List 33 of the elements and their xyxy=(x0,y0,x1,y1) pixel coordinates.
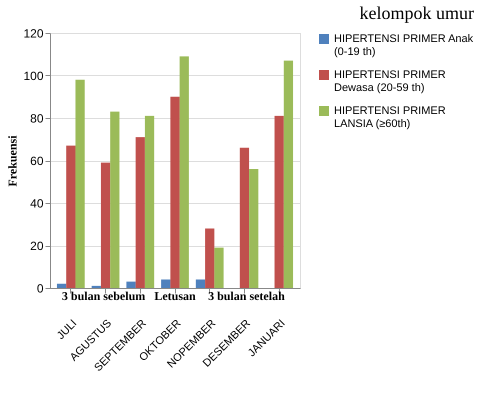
bar xyxy=(240,148,250,288)
bar xyxy=(100,162,110,288)
bar xyxy=(66,146,76,288)
y-tick-label: 100 xyxy=(23,69,44,83)
text: Letusan xyxy=(154,289,196,303)
text: 3 bulan sebelum xyxy=(62,289,146,303)
y-tick-label: 20 xyxy=(30,239,44,253)
legend-label: HIPERTENSI PRIMER Dewasa (20-59 th) xyxy=(334,69,446,94)
y-axis-title: Frekuensi xyxy=(5,134,20,187)
bar xyxy=(170,96,180,288)
bar xyxy=(75,80,85,288)
bar xyxy=(136,137,145,288)
y-tick-label: 80 xyxy=(30,112,44,126)
bar xyxy=(144,116,154,288)
legend-label: HIPERTENSI PRIMER LANSIA (≥60th) xyxy=(334,105,446,130)
text: kelompok umur xyxy=(360,3,474,23)
y-tick-label: 40 xyxy=(30,196,44,210)
bar xyxy=(274,116,284,288)
y-tick-label: 120 xyxy=(23,26,44,40)
text: 3 bulan setelah xyxy=(208,289,286,303)
bar xyxy=(249,169,258,288)
bar xyxy=(196,280,206,288)
bar xyxy=(214,248,224,288)
bar xyxy=(161,280,170,288)
y-tick-label: 60 xyxy=(30,154,44,168)
bar xyxy=(110,112,120,288)
legend-label: HIPERTENSI PRIMER Anak (0-19 th) xyxy=(334,33,474,58)
bar xyxy=(284,60,294,288)
bar xyxy=(126,282,136,288)
bar xyxy=(205,228,214,288)
bar xyxy=(56,284,66,288)
y-tick-label: 0 xyxy=(36,282,44,296)
bar xyxy=(180,56,189,288)
